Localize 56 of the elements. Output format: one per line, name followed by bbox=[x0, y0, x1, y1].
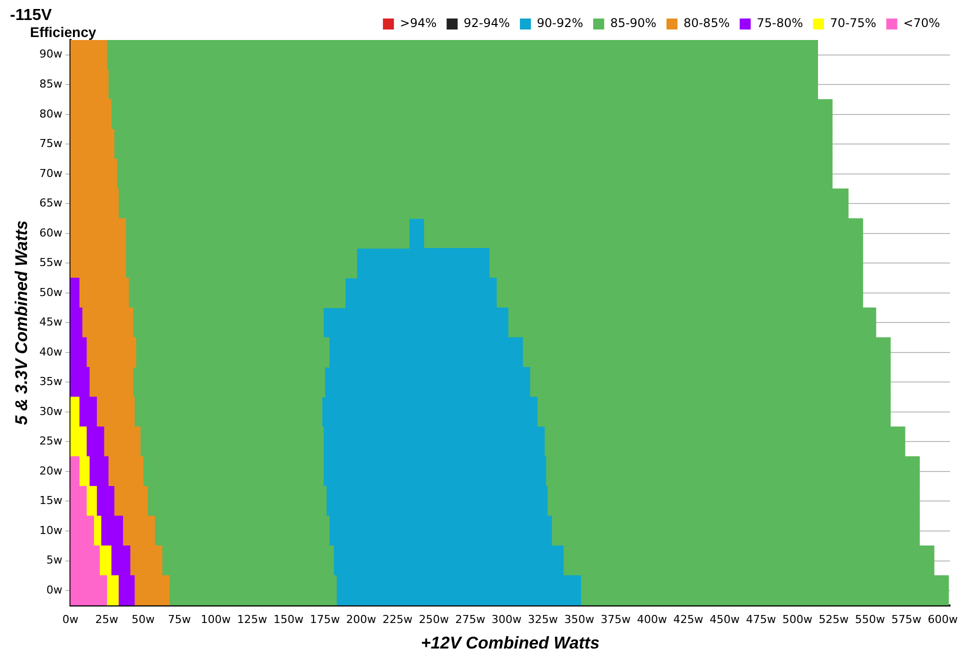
legend-label: 80-85% bbox=[683, 16, 730, 30]
y-tick-label: 5w bbox=[46, 554, 62, 567]
legend-label: 92-94% bbox=[464, 16, 510, 30]
x-tick-label: 450w bbox=[710, 612, 740, 626]
x-tick-label: 525w bbox=[818, 612, 849, 626]
y-tick-label: 50w bbox=[39, 286, 62, 299]
y-tick-label: 90w bbox=[39, 48, 62, 61]
y-tick-label: 85w bbox=[39, 77, 62, 90]
y-tick-label: 20w bbox=[39, 464, 62, 478]
x-tick-label: 200w bbox=[346, 612, 376, 626]
y-tick-label: 0w bbox=[46, 583, 62, 596]
x-tick-label: 50w bbox=[132, 612, 155, 626]
x-tick-label: 275w bbox=[455, 612, 486, 626]
x-tick-label: 575w bbox=[891, 612, 922, 626]
legend-label: 70-75% bbox=[830, 16, 876, 30]
x-tick-label: 550w bbox=[855, 612, 886, 626]
y-tick-label: 35w bbox=[39, 375, 62, 388]
x-tick-label: 225w bbox=[382, 612, 413, 626]
y-tick-label: 65w bbox=[39, 196, 62, 210]
legend-label: 75-80% bbox=[756, 16, 804, 30]
x-tick-label: 125w bbox=[237, 612, 268, 626]
y-tick-label: 75w bbox=[39, 137, 62, 150]
y-tick-label: 25w bbox=[39, 434, 62, 448]
y-tick-label: 70w bbox=[39, 166, 62, 180]
y-tick-label: 45w bbox=[39, 316, 62, 329]
y-tick-label: 60w bbox=[39, 226, 62, 240]
x-tick-label: 475w bbox=[746, 612, 776, 626]
x-tick-label: 600w bbox=[928, 612, 958, 626]
y-tick-label: 55w bbox=[39, 256, 62, 270]
x-tick-label: 375w bbox=[600, 612, 631, 626]
x-tick-label: 325w bbox=[528, 612, 558, 626]
legend-label: 85-90% bbox=[610, 16, 656, 30]
x-tick-label: 250w bbox=[418, 612, 449, 626]
y-tick-label: 80w bbox=[39, 107, 62, 120]
chart-title: -115V bbox=[10, 7, 53, 24]
x-tick-label: 25w bbox=[95, 612, 118, 626]
x-tick-label: 100w bbox=[200, 612, 231, 626]
chart-subtitle: Efficiency bbox=[30, 24, 96, 40]
y-tick-label: 10w bbox=[39, 524, 62, 537]
x-tick-label: 500w bbox=[782, 612, 812, 626]
y-tick-label: 30w bbox=[39, 404, 62, 418]
x-tick-label: 175w bbox=[310, 612, 340, 626]
x-tick-label: 400w bbox=[636, 612, 667, 626]
legend-label: >94% bbox=[400, 16, 437, 30]
x-axis-title: +12V Combined Watts bbox=[420, 633, 600, 652]
x-tick-label: 0w bbox=[62, 612, 78, 626]
x-tick-label: 300w bbox=[492, 612, 522, 626]
y-tick-label: 15w bbox=[39, 494, 62, 508]
y-tick-label: 40w bbox=[39, 345, 62, 358]
x-tick-label: 350w bbox=[564, 612, 594, 626]
x-tick-label: 150w bbox=[273, 612, 304, 626]
y-axis-title: 5 & 3.3V Combined Watts bbox=[12, 220, 31, 426]
x-tick-label: 425w bbox=[673, 612, 704, 626]
legend-label: <70% bbox=[903, 16, 940, 30]
x-tick-label: 75w bbox=[168, 612, 191, 626]
legend-label: 90-92% bbox=[536, 16, 584, 30]
